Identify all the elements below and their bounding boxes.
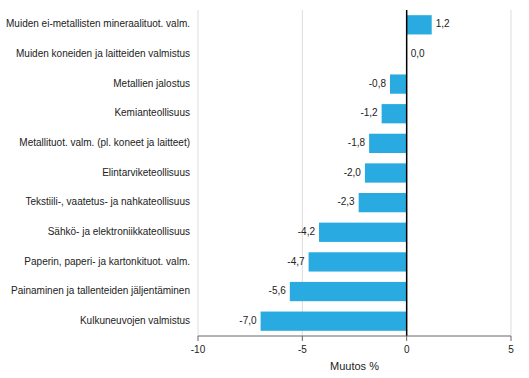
value-labels: -7,0 -5,6 -4,7 -4,2 -2,3 -2,0 -1,8 -1,2 -0,8 0,0 1… bbox=[239, 18, 450, 325]
tick-mark bbox=[302, 336, 303, 341]
bar bbox=[290, 282, 407, 301]
bar bbox=[407, 15, 432, 34]
value-label: -2,0 bbox=[344, 167, 362, 178]
zero-line bbox=[406, 10, 408, 336]
value-label: -5,6 bbox=[269, 285, 287, 296]
value-label: -2,3 bbox=[337, 196, 355, 207]
tick-mark bbox=[198, 336, 199, 341]
x-axis-title: Muutos % bbox=[330, 360, 379, 372]
tick-label: -5 bbox=[298, 344, 307, 355]
bar bbox=[359, 193, 407, 212]
value-label: -4,2 bbox=[298, 226, 316, 237]
value-label: -1,8 bbox=[348, 137, 366, 148]
grid bbox=[198, 10, 511, 336]
bar bbox=[382, 104, 407, 123]
value-label: -4,7 bbox=[287, 256, 305, 267]
value-label: -7,0 bbox=[239, 315, 257, 326]
category-label: Metallien jalostus bbox=[113, 78, 190, 89]
category-label: Elintarviketeollisuus bbox=[102, 167, 190, 178]
tick-label: 0 bbox=[404, 344, 410, 355]
category-label: Muiden ei-metallisten mineraalituot. val… bbox=[6, 18, 190, 29]
category-label: Paperin, paperi- ja kartonkituot. valm. bbox=[24, 256, 190, 267]
category-label: Sähkö- ja elektroniikkateollisuus bbox=[48, 226, 190, 237]
value-label: -1,2 bbox=[360, 107, 378, 118]
grid-line bbox=[406, 10, 407, 336]
category-label: Metallituot. valm. (pl. koneet ja laitte… bbox=[19, 137, 190, 148]
value-label: 1,2 bbox=[436, 18, 450, 29]
category-label: Kemianteollisuus bbox=[114, 107, 190, 118]
chart: Kulkuneuvojen valmistus Painaminen ja tal… bbox=[0, 0, 529, 378]
tick-mark bbox=[511, 336, 512, 341]
x-axis-line bbox=[198, 336, 511, 337]
category-label: Painaminen ja tallenteiden jäljentäminen bbox=[11, 285, 190, 296]
category-label: Kulkuneuvojen valmistus bbox=[80, 315, 190, 326]
grid-line bbox=[511, 10, 512, 336]
page: {"chart_data": {"type": "bar", "orientat… bbox=[0, 0, 529, 378]
bar bbox=[309, 252, 407, 271]
plot-background bbox=[198, 10, 511, 336]
bar bbox=[369, 134, 407, 153]
value-label: -0,8 bbox=[369, 78, 387, 89]
y-axis-labels: Kulkuneuvojen valmistus Painaminen ja tal… bbox=[6, 18, 190, 325]
bar bbox=[390, 74, 407, 93]
category-label: Muiden koneiden ja laitteiden valmistus bbox=[16, 48, 190, 59]
grid-line bbox=[198, 10, 199, 336]
category-label: Tekstiili-, vaatetus- ja nahkateollisuus bbox=[25, 196, 190, 207]
bar bbox=[365, 163, 407, 182]
bar bbox=[261, 312, 407, 331]
bar bbox=[319, 223, 407, 242]
value-label: 0,0 bbox=[411, 48, 425, 59]
tick-label: -10 bbox=[191, 344, 206, 355]
tick-label: 5 bbox=[508, 344, 514, 355]
x-axis-ticks: -10 -5 0 5 bbox=[191, 336, 514, 355]
tick-mark bbox=[406, 336, 407, 341]
